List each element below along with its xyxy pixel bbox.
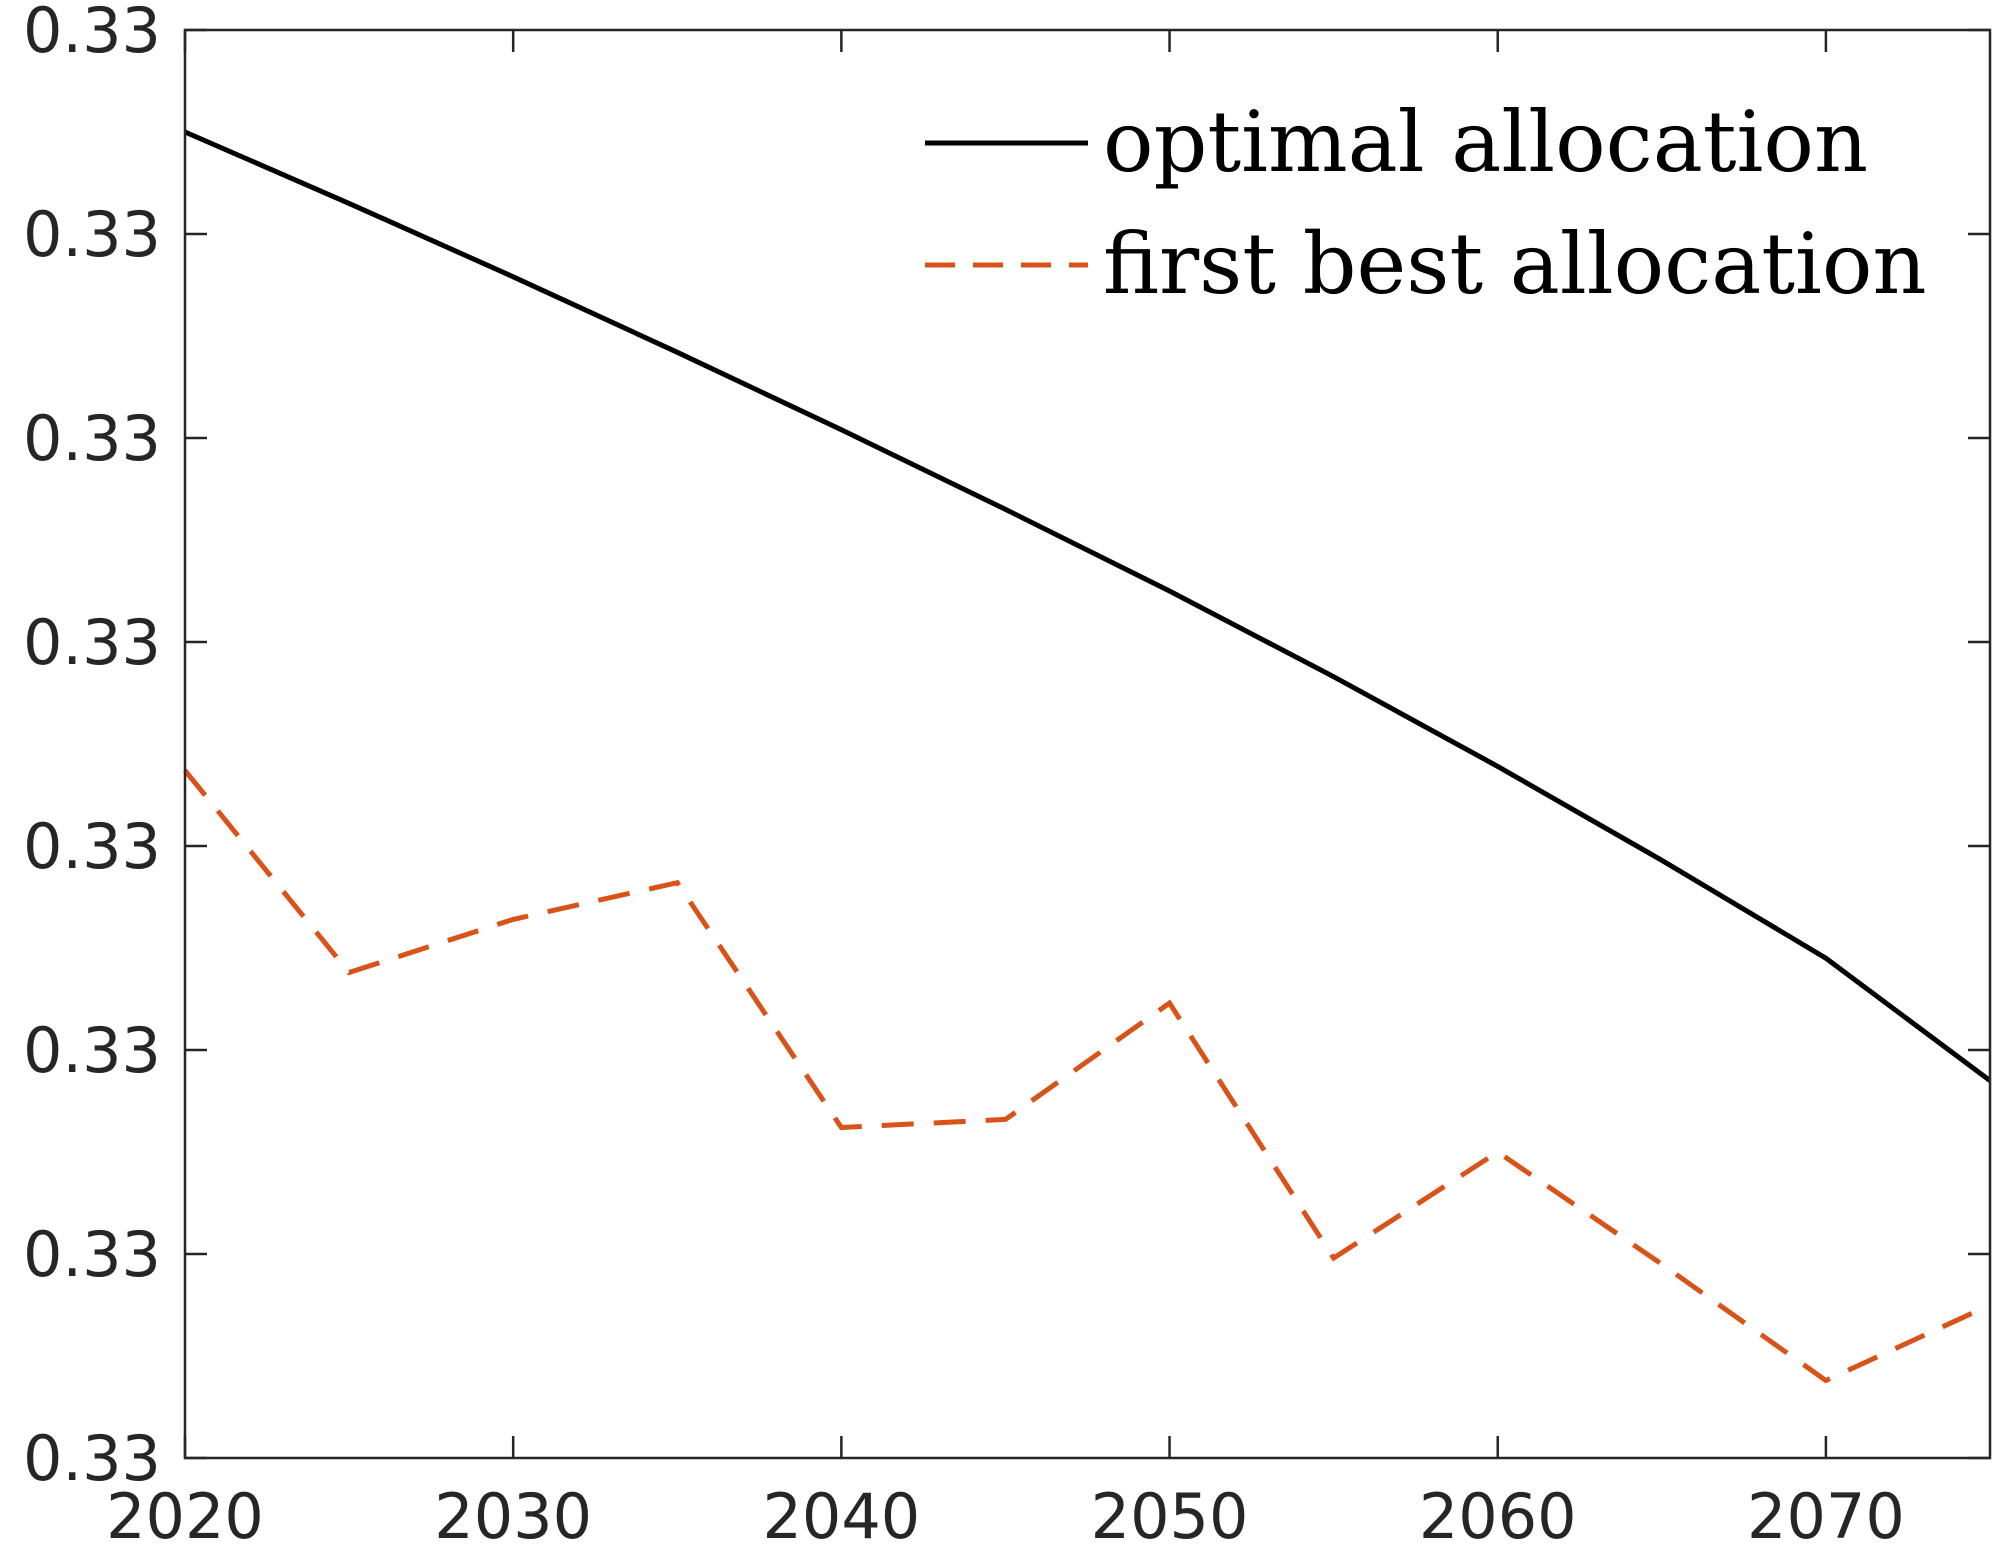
tick-labels-layer: 2020 2030 2040 2050 2060 2070 0.33 0.33 0.33 0.33… xyxy=(23,0,1905,1553)
legend-label-2: first best allocation xyxy=(1103,215,1927,313)
legend-label-1: optimal allocation xyxy=(1103,93,1868,191)
plot-area xyxy=(185,30,1990,1458)
axes-box xyxy=(183,28,1992,1460)
y-tick-label: 0.33 xyxy=(23,1014,161,1087)
series-line-1 xyxy=(184,129,1992,1083)
x-tick-label: 2050 xyxy=(1091,1480,1249,1553)
series-layer xyxy=(183,129,1992,1384)
series-line-2 xyxy=(183,768,1992,1384)
x-tick-label: 2070 xyxy=(1747,1480,1905,1553)
y-tick-label: 0.33 xyxy=(23,0,161,67)
axes-layer xyxy=(183,28,1992,1460)
y-tick-label: 0.33 xyxy=(23,1422,161,1495)
y-tick-label: 0.33 xyxy=(23,810,161,883)
x-tick-label: 2060 xyxy=(1419,1480,1577,1553)
y-tick-label: 0.33 xyxy=(23,198,161,271)
y-tick-label: 0.33 xyxy=(23,1218,161,1291)
x-tick-label: 2030 xyxy=(434,1480,592,1553)
y-tick-label: 0.33 xyxy=(23,606,161,679)
x-tick-label: 2040 xyxy=(762,1480,920,1553)
y-tick-label: 0.33 xyxy=(23,402,161,475)
ticks-layer xyxy=(183,28,1990,1460)
legend: optimal allocation first best allocation xyxy=(925,93,1927,313)
x-tick-label: 2020 xyxy=(106,1480,264,1553)
